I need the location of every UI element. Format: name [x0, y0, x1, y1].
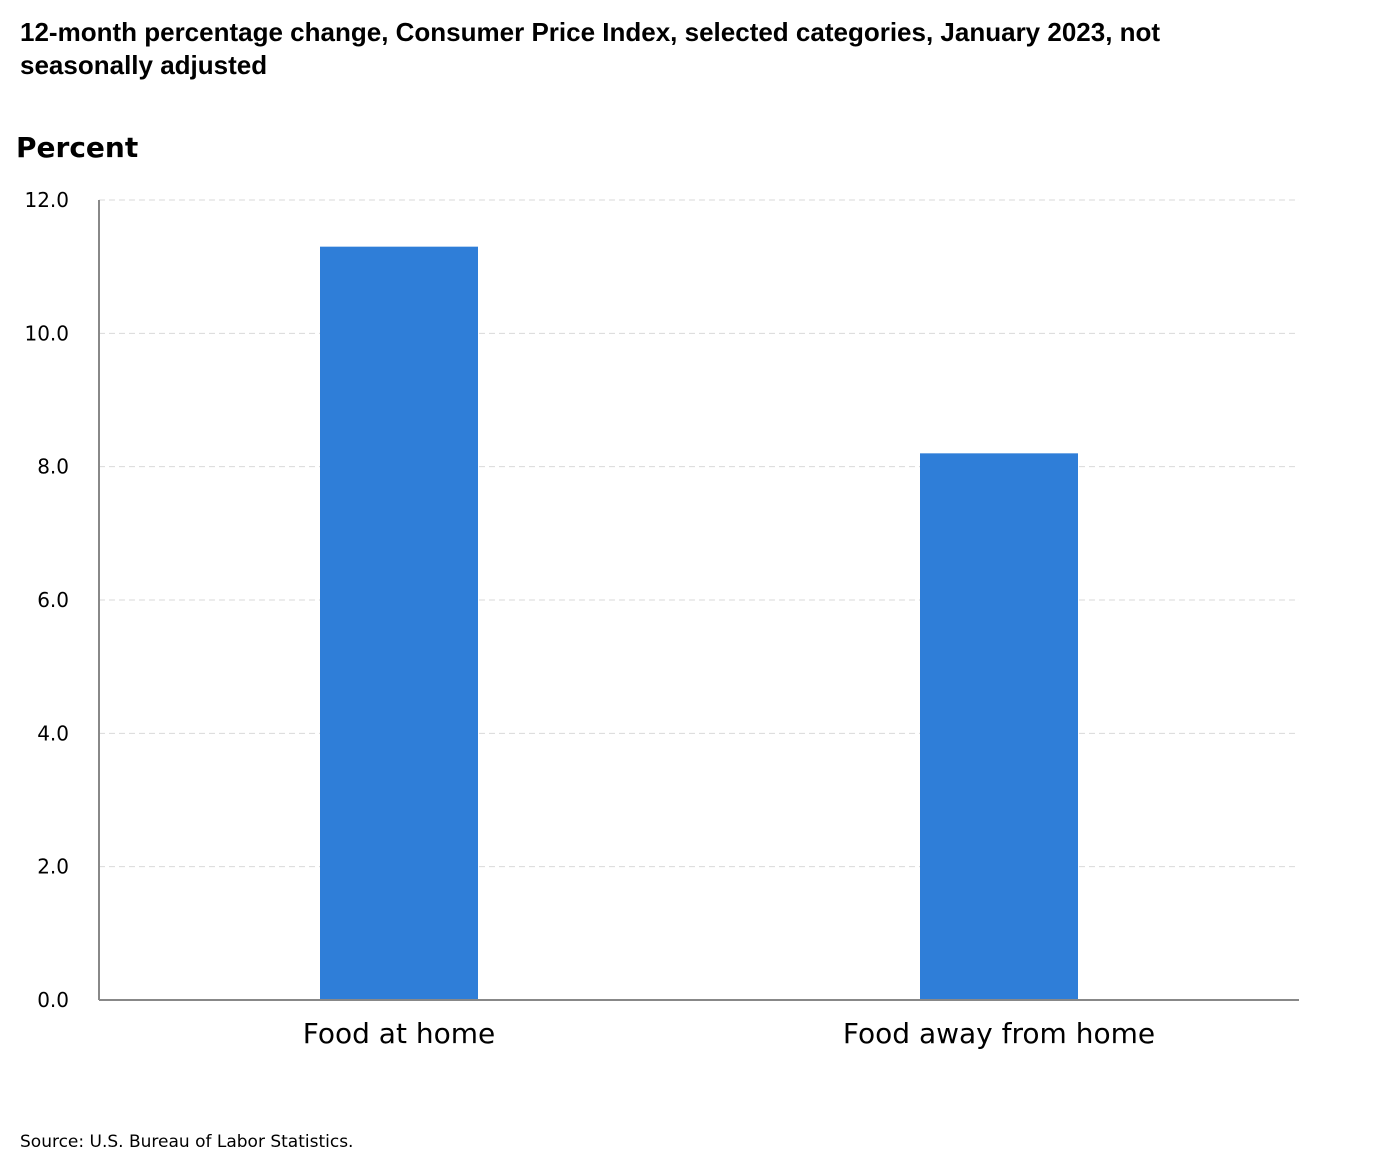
y-tick-label: 12.0 [24, 188, 69, 212]
chart-title: 12-month percentage change, Consumer Pri… [20, 17, 1161, 80]
y-tick-label: 0.0 [37, 988, 69, 1012]
bar [920, 453, 1078, 1000]
y-tick-label: 4.0 [37, 721, 69, 745]
y-tick-label: 8.0 [37, 455, 69, 479]
y-tick-label: 6.0 [37, 588, 69, 612]
x-tick-label: Food at home [303, 1017, 495, 1050]
y-tick-label: 2.0 [37, 855, 69, 879]
y-axis-label: Percent [16, 131, 139, 164]
x-tick-label: Food away from home [843, 1017, 1155, 1050]
bar [320, 246, 478, 1000]
y-tick-label: 10.0 [24, 321, 69, 345]
source-note: Source: U.S. Bureau of Labor Statistics. [20, 1132, 354, 1152]
